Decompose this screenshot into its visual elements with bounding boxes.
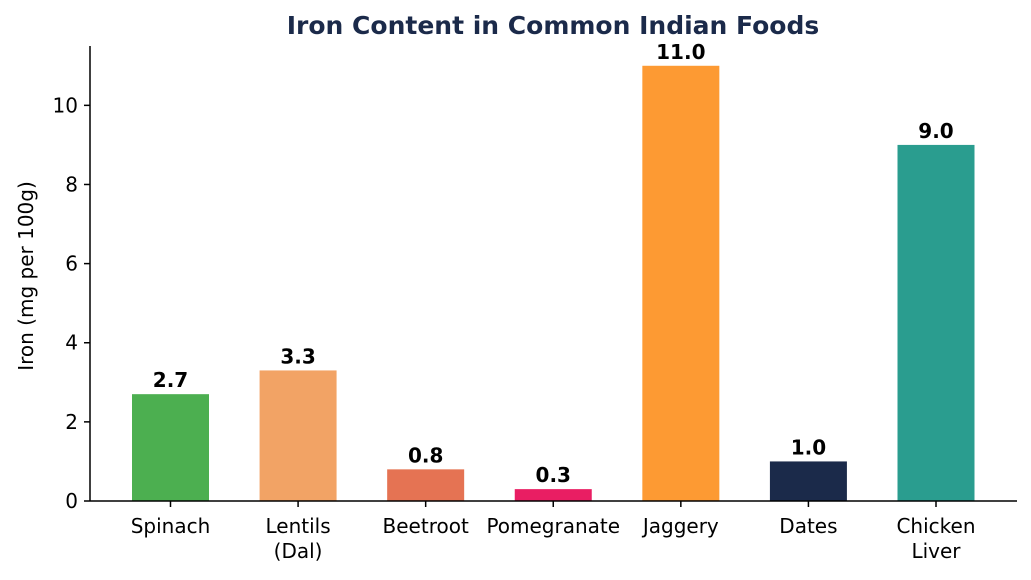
x-tick-label-1: Lentils (Dal): [266, 514, 331, 563]
x-tick-label-5: Dates: [779, 514, 837, 538]
y-tick-label-8: 8: [65, 172, 78, 196]
bar-2: [387, 469, 465, 501]
bar-6: [897, 144, 975, 502]
x-tick-label-4: Jaggery: [641, 514, 719, 538]
x-tick-label-6: Chicken Liver: [896, 514, 975, 563]
bar-4: [642, 65, 720, 502]
bar-value-label-2: 0.8: [408, 443, 443, 467]
chart-title: Iron Content in Common Indian Foods: [287, 11, 819, 40]
y-tick-label-0: 0: [65, 489, 78, 513]
bar-value-label-3: 0.3: [536, 463, 571, 487]
y-tick-label-2: 2: [65, 410, 78, 434]
bar-value-label-1: 3.3: [280, 344, 315, 368]
bar-0: [132, 394, 209, 501]
plot-area: 0 2 4 6 8 10 2.7 Spinach 3.3 Lentils (Dal) 0.8 Beetr…: [53, 40, 976, 563]
bar-value-label-0: 2.7: [153, 368, 188, 392]
bar-value-label-4: 11.0: [656, 40, 705, 64]
bar-value-label-6: 9.0: [918, 119, 953, 143]
x-tick-label-2: Beetroot: [383, 514, 469, 538]
y-tick-label-4: 4: [65, 331, 78, 355]
x-tick-label-3: Pomegranate: [486, 514, 620, 538]
bar-5: [769, 461, 847, 501]
y-axis-label: Iron (mg per 100g): [14, 181, 38, 371]
x-tick-label-0: Spinach: [131, 514, 211, 538]
bar-value-label-5: 1.0: [791, 435, 826, 459]
y-tick-label-6: 6: [65, 252, 78, 276]
bar-1: [259, 370, 337, 501]
bar-3: [514, 489, 592, 501]
y-tick-label-10: 10: [53, 93, 78, 117]
